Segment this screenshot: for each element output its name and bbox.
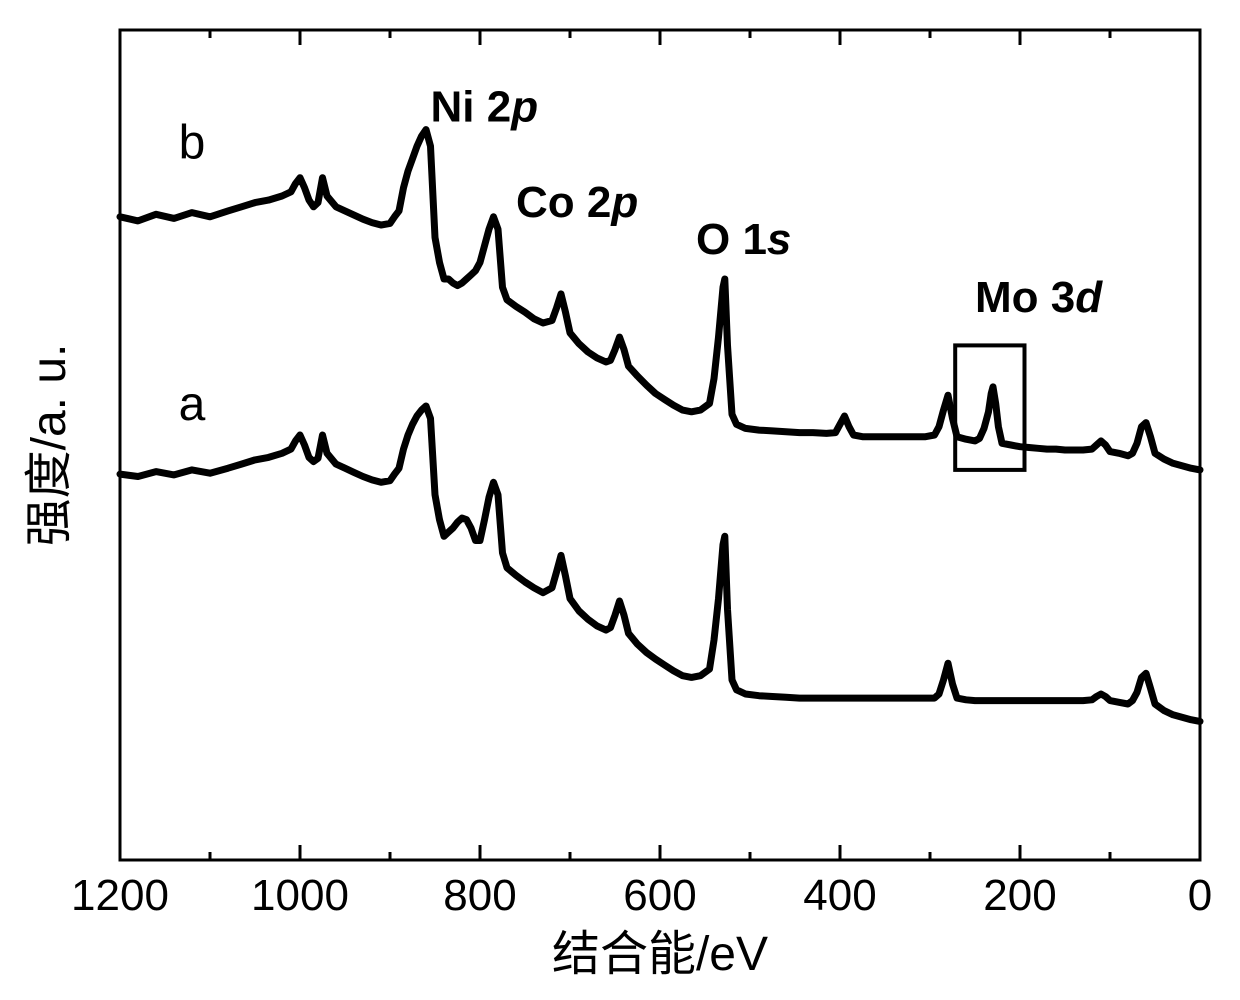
x-axis-title: 结合能/eV bbox=[552, 928, 768, 981]
xps-chart: 1200 1000 800 600 400 200 0 结合能/eV 强度/a. u. Ni 2p… bbox=[0, 0, 1240, 1000]
peak-label: Ni 2p bbox=[431, 82, 539, 131]
x-tick-label: 200 bbox=[983, 871, 1056, 920]
trace-label: a bbox=[179, 378, 206, 431]
x-tick-label: 1000 bbox=[251, 871, 349, 920]
x-tick-label: 800 bbox=[443, 871, 516, 920]
x-tick-label: 600 bbox=[623, 871, 696, 920]
trace-label: b bbox=[179, 117, 206, 170]
spectrum-a bbox=[120, 406, 1200, 721]
x-tick-label: 1200 bbox=[71, 871, 169, 920]
x-tick-label: 0 bbox=[1188, 871, 1212, 920]
peak-label: O 1s bbox=[696, 215, 791, 264]
peak-label: Mo 3d bbox=[975, 273, 1103, 322]
x-tick-label: 400 bbox=[803, 871, 876, 920]
y-axis-title: 强度/a. u. bbox=[23, 344, 76, 547]
peak-label: Co 2p bbox=[516, 178, 638, 227]
